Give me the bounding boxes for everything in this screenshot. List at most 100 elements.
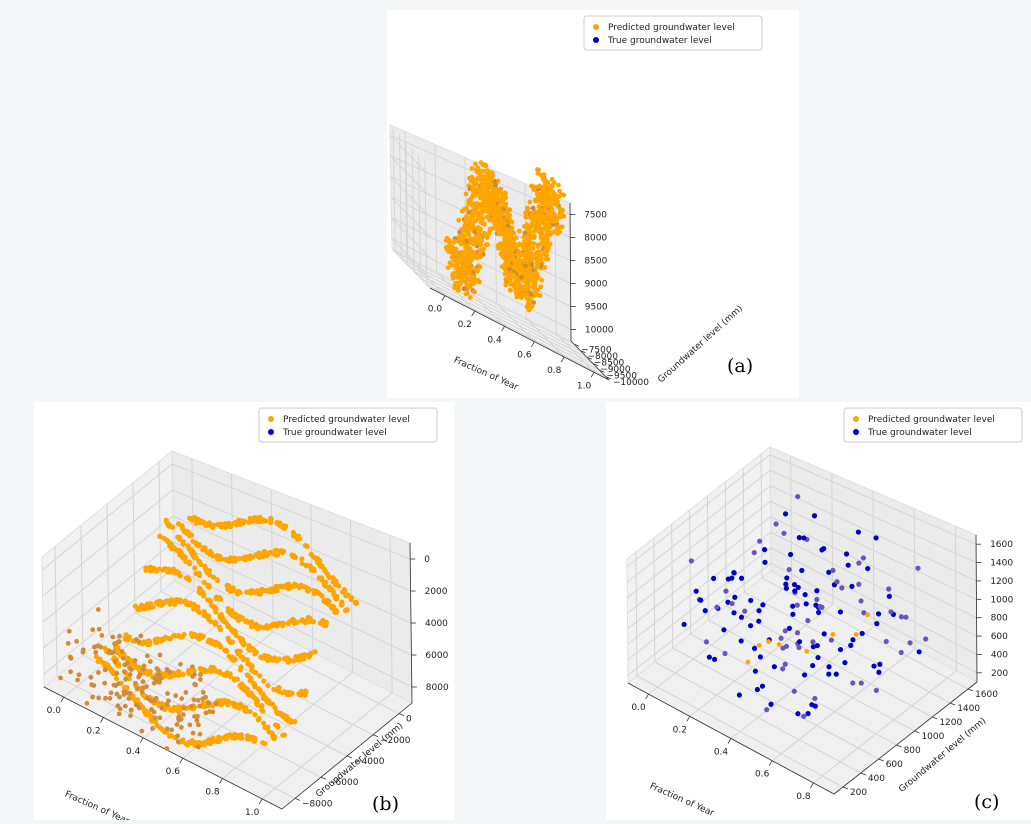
true-point [873,535,879,541]
predicted-point [557,188,562,194]
true-point [860,555,866,561]
predicted-point [266,729,272,735]
predicted-point [258,552,265,558]
floor-gridline [636,675,844,788]
predicted-point [93,649,99,655]
predicted-point [196,588,202,595]
predicted-point [284,714,290,720]
predicted-point [65,641,71,646]
predicted-point [226,698,232,705]
predicted-point [459,233,465,238]
floor-gridline [436,271,476,312]
true-point [714,604,720,610]
true-point [875,611,882,617]
true-point [805,617,811,624]
predicted-point [74,639,80,644]
left-gridline [724,481,727,607]
predicted-point [529,262,535,267]
predicted-point [493,182,498,188]
x-tick-mark [768,760,773,766]
predicted-point [219,614,225,621]
predicted-point [187,722,193,728]
y-tick-mark [914,730,920,734]
predicted-point [276,521,282,527]
left-gridline [390,155,429,196]
true-point [681,621,687,628]
predicted-point [501,264,507,270]
predicted-point [484,189,489,194]
true-point [812,695,818,702]
predicted-point [193,633,199,640]
predicted-point [234,520,241,527]
predicted-point [195,543,201,549]
predicted-point [195,697,201,703]
predicted-point [466,271,472,276]
predicted-point [200,740,207,746]
predicted-point [193,570,199,577]
predicted-point [252,696,259,702]
predicted-point [203,710,209,716]
predicted-point [108,690,114,696]
x-tick-label: 0.0 [47,706,62,716]
predicted-point [240,656,246,663]
predicted-point [493,197,499,203]
predicted-point [446,238,452,243]
true-point [842,660,848,666]
predicted-point [466,198,472,204]
true-point [805,711,811,717]
predicted-point [232,556,239,562]
predicted-point [500,244,506,250]
predicted-point [136,705,142,711]
true-point [782,661,788,667]
back-gridline [769,469,977,564]
left-gridline [43,541,174,649]
predicted-point [254,551,261,558]
predicted-point [167,733,173,739]
predicted-point [222,521,228,527]
predicted-point [541,178,547,184]
predicted-point [90,694,95,700]
predicted-point [192,672,197,677]
predicted-point [469,174,475,180]
predicted-point [186,667,192,673]
predicted-point [533,197,538,203]
predicted-point [163,566,169,572]
y-tick-label: −8000 [302,799,333,809]
predicted-point [252,515,258,521]
predicted-point [231,676,238,682]
y-tick-label: 1600 [975,690,998,700]
predicted-point [484,168,490,174]
predicted-point [219,701,225,707]
true-point [729,575,735,581]
predicted-point [532,212,538,218]
predicted-point [535,287,541,293]
predicted-point [308,566,314,572]
back-gridline [872,490,875,627]
predicted-point [140,640,146,646]
true-point [856,560,862,566]
predicted-point [745,659,751,665]
predicted-point [476,233,482,238]
true-point [843,551,850,557]
floor-gridline [761,577,969,690]
true-point [693,588,699,594]
predicted-point [545,213,551,219]
y-tick-mark [320,776,327,780]
predicted-point [485,201,491,207]
predicted-point [157,652,163,658]
predicted-point [304,543,310,550]
predicted-point [336,583,342,589]
predicted-point [155,600,161,606]
predicted-point [547,241,553,247]
back-gridline [172,515,412,624]
predicted-point [181,705,187,711]
back-gridline [790,455,793,583]
predicted-point [495,243,501,248]
left-gridline [41,463,173,571]
x-tick-label: 1.0 [245,808,260,818]
predicted-point [305,614,312,621]
predicted-point [467,219,473,225]
predicted-point [188,547,194,553]
back-gridline [770,500,977,600]
z-tick-label: 600 [991,632,1008,642]
